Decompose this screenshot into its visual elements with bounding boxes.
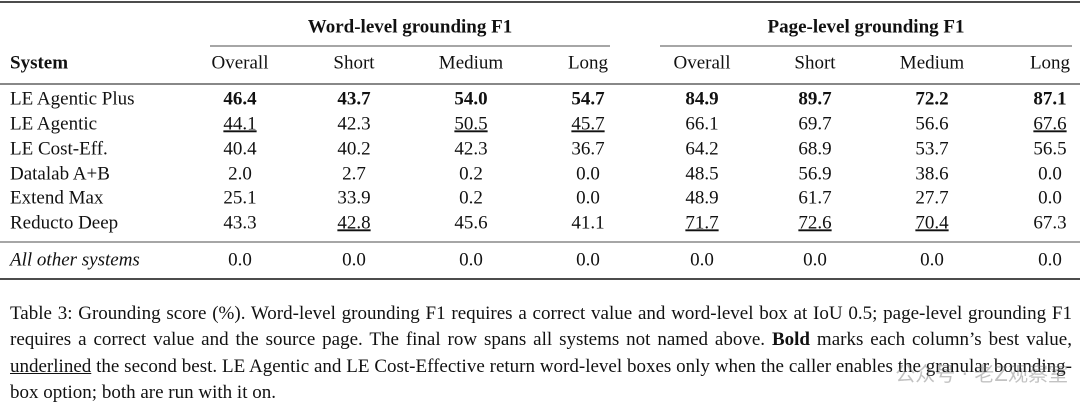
cell: 0.0 — [576, 249, 600, 270]
cell: 36.7 — [571, 138, 604, 159]
cell: 67.6 — [1033, 113, 1066, 134]
cell: 66.1 — [685, 113, 718, 134]
cell: 54.7 — [571, 88, 605, 109]
watermark: 公众号 · 老Z观察室 — [895, 362, 1068, 386]
cell: 40.2 — [337, 138, 370, 159]
caption-text: Table 3: Grounding score (%). Word-level… — [10, 303, 1072, 351]
cell: 44.1 — [223, 113, 256, 134]
cell: 56.6 — [915, 113, 948, 134]
cell: 69.7 — [798, 113, 831, 134]
cell: 41.1 — [571, 212, 604, 233]
cell: 48.9 — [685, 187, 718, 208]
cell: 42.8 — [337, 212, 370, 233]
cell: 40.4 — [223, 138, 257, 159]
cell: 56.9 — [798, 163, 831, 184]
cell: 68.9 — [798, 138, 831, 159]
column-header: Long — [568, 52, 609, 73]
cell: 0.0 — [459, 249, 483, 270]
cell: 43.3 — [223, 212, 256, 233]
cell: 56.5 — [1033, 138, 1066, 159]
cell: 72.6 — [798, 212, 831, 233]
cell: 0.0 — [576, 187, 600, 208]
cell: 0.2 — [459, 187, 483, 208]
system-name: All other systems — [8, 249, 140, 270]
cell: 0.0 — [576, 163, 600, 184]
column-header: Short — [333, 52, 375, 73]
cell: 89.7 — [798, 88, 832, 109]
column-header: Medium — [900, 52, 965, 73]
caption-text: the second best. LE Agentic and LE Cost-… — [10, 355, 1072, 404]
cell: 0.0 — [690, 249, 714, 270]
system-name: Reducto Deep — [10, 212, 118, 233]
column-header: Short — [794, 52, 836, 73]
system-name: LE Cost-Eff. — [10, 138, 108, 159]
group-header: Page-level grounding F1 — [767, 16, 964, 37]
cell: 48.5 — [685, 163, 718, 184]
cell: 42.3 — [337, 113, 370, 134]
cell: 87.1 — [1033, 88, 1066, 109]
cell: 0.2 — [459, 163, 483, 184]
cell: 53.7 — [915, 138, 948, 159]
cell: 25.1 — [223, 187, 256, 208]
system-name: LE Agentic — [10, 113, 97, 134]
cell: 45.7 — [571, 113, 604, 134]
cell: 54.0 — [454, 88, 487, 109]
cell: 70.4 — [915, 212, 949, 233]
group-header: Word-level grounding F1 — [308, 16, 512, 37]
cell: 43.7 — [337, 88, 371, 109]
cell: 0.0 — [342, 249, 366, 270]
cell: 0.0 — [1038, 249, 1062, 270]
column-header: Overall — [212, 52, 269, 73]
caption-text: marks each column’s best value, — [810, 329, 1072, 351]
system-header: System — [10, 52, 68, 73]
cell: 71.7 — [685, 212, 718, 233]
caption-text: Bold — [771, 329, 810, 351]
cell: 27.7 — [915, 187, 948, 208]
cell: 0.0 — [1038, 187, 1062, 208]
cell: 0.0 — [803, 249, 827, 270]
column-header: Medium — [439, 52, 504, 73]
caption-text: underlined — [10, 355, 92, 377]
cell: 64.2 — [685, 138, 718, 159]
cell: 0.0 — [920, 249, 944, 270]
cell: 42.3 — [454, 138, 487, 159]
cell: 33.9 — [337, 187, 370, 208]
cell: 45.6 — [454, 212, 487, 233]
cell: 2.0 — [228, 163, 252, 184]
table: Word-level grounding F1 Overall Short Mediu… — [0, 1, 1080, 280]
caption: Table 3: Grounding score (%). Word-level… — [10, 301, 1072, 407]
cell: 84.9 — [685, 88, 718, 109]
cell: 50.5 — [454, 113, 487, 134]
cell: 67.3 — [1033, 212, 1066, 233]
cell: 0.0 — [228, 249, 252, 270]
cell: 38.6 — [915, 163, 948, 184]
system-name: LE Agentic Plus — [10, 88, 135, 109]
cell: 46.4 — [223, 88, 257, 109]
system-name: Datalab A+B — [10, 163, 110, 184]
cell: 72.2 — [915, 88, 948, 109]
cell: 0.0 — [1038, 163, 1062, 184]
cell: 2.7 — [342, 163, 366, 184]
cell: 61.7 — [798, 187, 831, 208]
column-header: Overall — [674, 52, 731, 73]
column-header: Long — [1030, 52, 1071, 73]
system-name: Extend Max — [10, 187, 104, 208]
